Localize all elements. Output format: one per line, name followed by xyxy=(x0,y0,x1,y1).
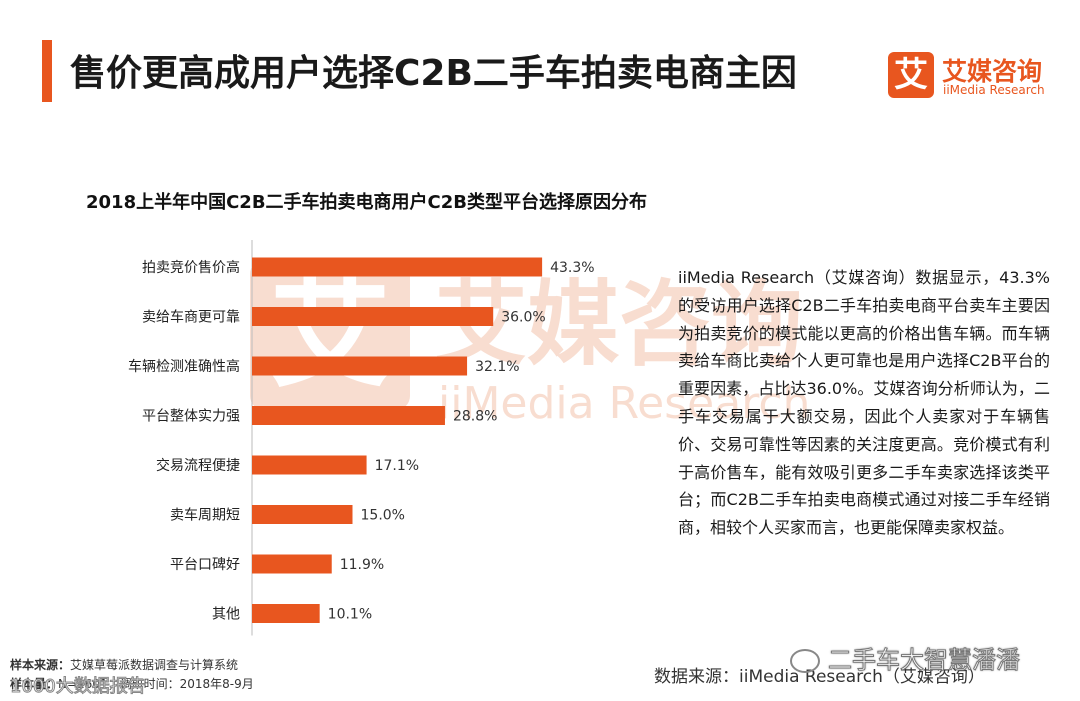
value-label: 17.1% xyxy=(375,458,419,474)
sample-source-value: 艾媒草莓派数据调查与计算系统 xyxy=(70,658,239,672)
wechat-watermark: 二手车大智慧潘潘 xyxy=(790,640,1021,675)
analysis-text: iiMedia Research（艾媒咨询）数据显示，43.3%的受访用户选择C… xyxy=(678,268,1050,538)
bar xyxy=(252,307,494,326)
category-label: 平台整体实力强 xyxy=(142,409,240,425)
value-label: 28.8% xyxy=(453,409,497,425)
site-watermark: 1000大数据报告 xyxy=(10,676,147,698)
sample-source-label: 样本来源： xyxy=(10,658,71,672)
chart-title: 2018上半年中国C2B二手车拍卖电商用户C2B类型平台选择原因分布 xyxy=(86,192,648,213)
bar-chart: 拍卖竞价售价高 43.3% 卖给车商更可靠 36.0% 车辆检测准确性高 32.1% 平台整… xyxy=(128,240,595,636)
value-label: 43.3% xyxy=(550,260,594,276)
category-label: 拍卖竞价售价高 xyxy=(142,259,240,276)
brand-logo: 艾 艾媒咨询 iiMedia Research xyxy=(888,52,1058,100)
sample-size-value: N=1601；调研时间：2018年8-9月 xyxy=(58,677,254,691)
wechat-icon xyxy=(790,649,820,673)
bar xyxy=(252,604,320,623)
value-label: 32.1% xyxy=(475,359,519,375)
logo-name-en: iiMedia Research xyxy=(943,83,1045,97)
category-label: 交易流程便捷 xyxy=(156,457,240,474)
logo-mark-icon: 艾 xyxy=(888,52,934,98)
category-label: 车辆检测准确性高 xyxy=(128,358,240,375)
data-source: 数据来源：iiMedia Research（艾媒咨询） xyxy=(654,667,985,687)
category-label: 卖车周期短 xyxy=(170,507,240,524)
bar xyxy=(252,257,543,277)
sample-source-line: 样本来源：艾媒草莓派数据调查与计算系统 xyxy=(10,656,254,675)
sample-size-line: 样本量：N=1601；调研时间：2018年8-9月 xyxy=(10,675,254,694)
page-title: 售价更高成用户选择C2B二手车拍卖电商主因 xyxy=(70,53,797,94)
bar xyxy=(252,356,468,376)
category-label: 平台口碑好 xyxy=(170,557,240,573)
sample-notes: 样本来源：艾媒草莓派数据调查与计算系统 样本量：N=1601；调研时间：2018… xyxy=(10,656,254,694)
category-label: 其他 xyxy=(212,607,240,623)
value-label: 15.0% xyxy=(361,508,405,524)
value-label: 36.0% xyxy=(501,310,545,326)
wechat-watermark-text: 二手车大智慧潘潘 xyxy=(828,646,1021,675)
bar xyxy=(252,455,367,475)
title-accent-bar xyxy=(42,40,52,102)
category-label: 卖给车商更可靠 xyxy=(142,309,240,326)
sample-size-label: 样本量： xyxy=(10,677,59,691)
bar xyxy=(252,505,353,524)
logo-name-cn: 艾媒咨询 xyxy=(942,57,1043,86)
bar xyxy=(252,406,445,425)
bar xyxy=(252,554,332,574)
value-label: 10.1% xyxy=(328,607,372,623)
value-label: 11.9% xyxy=(340,557,384,573)
